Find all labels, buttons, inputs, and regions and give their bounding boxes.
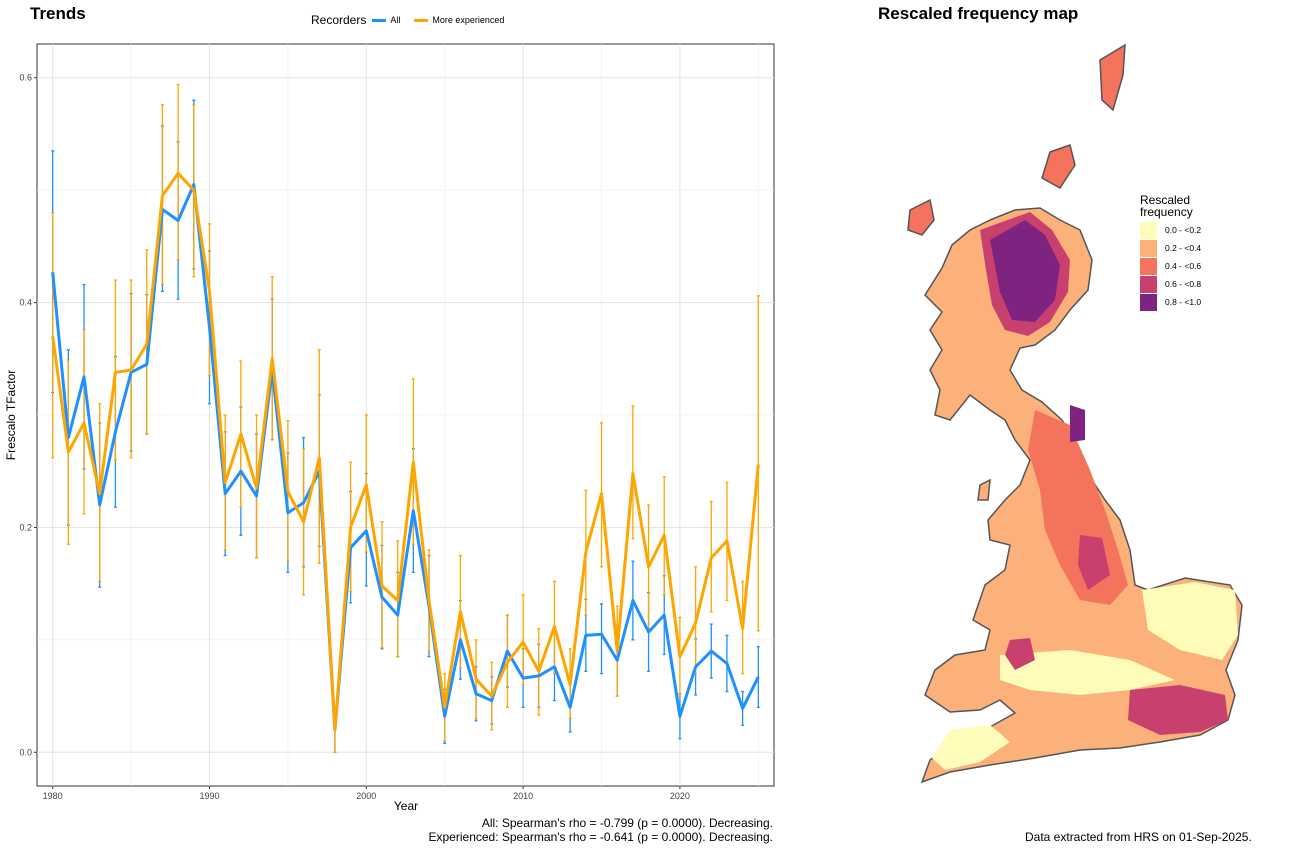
map-legend-label: 0.0 - <0.2 (1165, 225, 1202, 235)
x-axis-label: Year (394, 799, 418, 813)
map-legend-row: 0.8 - <1.0 (1140, 293, 1201, 311)
data-caption: Data extracted from HRS on 01-Sep-2025. (1025, 830, 1252, 844)
map-legend-label: 0.2 - <0.4 (1165, 243, 1202, 253)
series-line-all (51, 183, 760, 732)
y-tick-label: 0.6 (19, 73, 32, 83)
y-axis-label: Frescalo TFactor (4, 370, 18, 460)
spearman-stats: All: Spearman's rho = -0.799 (p = 0.0000… (429, 816, 774, 844)
rescaled-frequency-map (907, 43, 1243, 784)
legend-title: Recorders (311, 13, 367, 27)
map-legend-row: 0.4 - <0.6 (1140, 257, 1201, 275)
map-legend-swatch (1140, 275, 1157, 293)
map-legend-title-line2: frequency (1140, 205, 1193, 219)
x-tick-label: 2000 (356, 791, 376, 801)
error-bar-experienced (51, 211, 55, 459)
region-low-east-anglia (1142, 582, 1238, 660)
error-bar-experienced (756, 295, 760, 632)
region-high-south-east (1128, 685, 1228, 735)
region-low-devon (932, 725, 1010, 770)
legend-label-experienced: More experienced (432, 15, 505, 25)
error-bar-all (600, 603, 604, 675)
stats-experienced: Experienced: Spearman's rho = -0.641 (p … (428, 830, 774, 844)
region-top-durham (1070, 405, 1085, 442)
map-outline-orkney (1041, 144, 1076, 189)
legend-swatch-all (372, 18, 387, 22)
stats-all: All: Spearman's rho = -0.799 (p = 0.0000… (481, 816, 773, 830)
series-lines (51, 171, 760, 732)
map-legend-swatch (1140, 239, 1157, 257)
series-line-experienced (51, 171, 760, 732)
legend-label-all: All (390, 15, 401, 25)
region-top-yorkshire (1078, 535, 1110, 590)
legend-swatch-experienced (414, 18, 429, 22)
x-tick-label: 2010 (513, 791, 533, 801)
map-legend: Rescaled frequency 0.0 - <0.2 0.2 - <0.4… (1140, 194, 1201, 311)
map-legend-label: 0.6 - <0.8 (1165, 279, 1202, 289)
trends-chart: 0.0 0.2 0.4 0.6 1980 1990 2000 2010 2020 Year Fr… (4, 43, 775, 813)
y-tick-label: 0.0 (19, 747, 32, 757)
region-top-highlands (990, 220, 1060, 322)
map-legend-label: 0.4 - <0.6 (1165, 261, 1202, 271)
map-legend-title-line1: Rescaled (1140, 193, 1191, 207)
region-high-wales (1005, 638, 1035, 670)
map-legend-title: Rescaled frequency (1140, 194, 1201, 218)
trends-title: Trends (30, 4, 86, 23)
map-legend-row: 0.6 - <0.8 (1140, 275, 1201, 293)
map-heat-regions (932, 212, 1238, 770)
tick-layer: 0.0 0.2 0.4 0.6 1980 1990 2000 2010 2020 (19, 73, 689, 801)
chart-legend: Recorders All More experienced (311, 13, 504, 27)
y-tick-label: 0.2 (19, 522, 32, 532)
y-tick-label: 0.4 (19, 298, 32, 308)
x-tick-label: 1990 (199, 791, 219, 801)
map-title: Rescaled frequency map (878, 4, 1079, 23)
map-legend-swatch (1140, 257, 1157, 275)
map-outline-isle-of-man (977, 478, 991, 501)
map-legend-swatch (1140, 221, 1157, 239)
map-legend-row: 0.0 - <0.2 (1140, 221, 1201, 239)
map-outline-lewis (907, 198, 935, 236)
x-tick-label: 2020 (670, 791, 690, 801)
error-bar-experienced (521, 594, 525, 686)
map-legend-row: 0.2 - <0.4 (1140, 239, 1201, 257)
map-legend-swatch (1140, 293, 1157, 311)
x-tick-label: 1980 (43, 791, 63, 801)
map-outline-shetland (1099, 43, 1126, 112)
map-legend-label: 0.8 - <1.0 (1165, 297, 1202, 307)
region-low-south (1000, 650, 1175, 695)
